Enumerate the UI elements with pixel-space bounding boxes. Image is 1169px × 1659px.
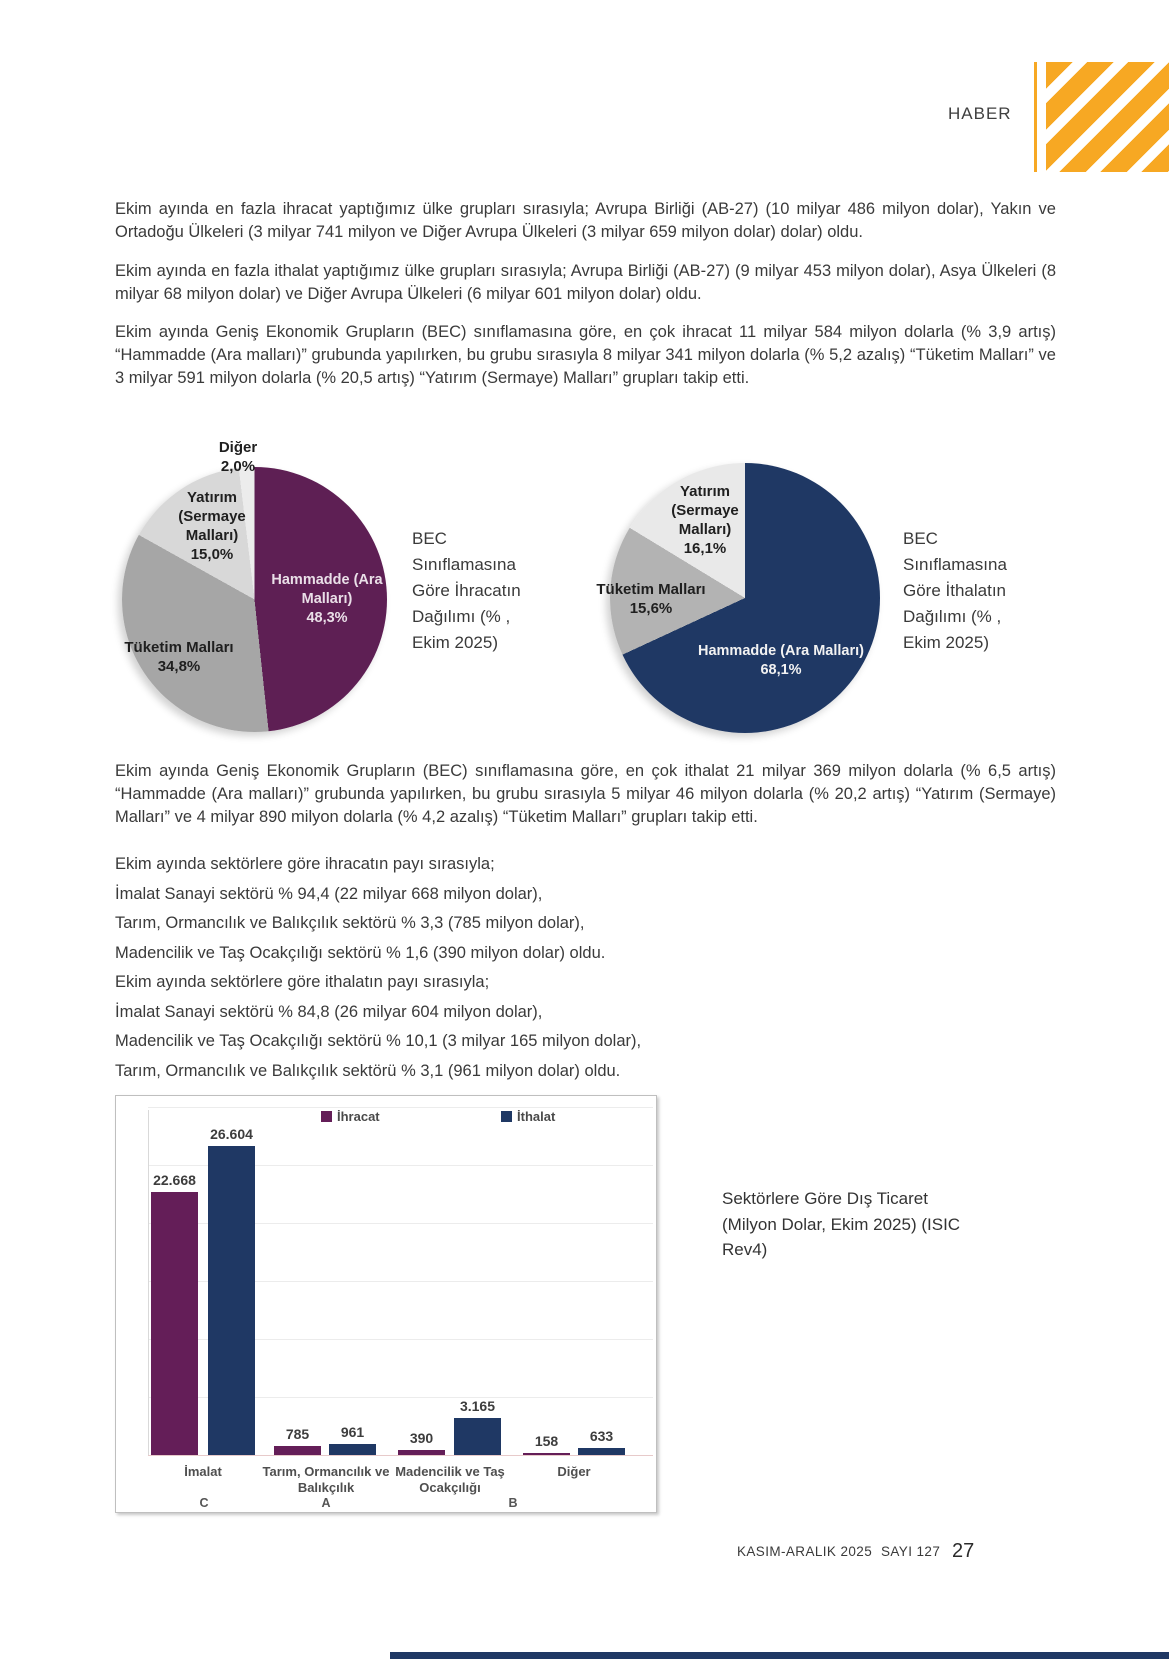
legend-item-ihracat: İhracat: [321, 1109, 380, 1124]
isic-code-a: A: [321, 1496, 331, 1510]
sector-line: Ekim ayında sektörlere göre ithalatın pa…: [115, 973, 490, 991]
pie-chart-imports-circle: [610, 463, 880, 733]
sector-line: Madencilik ve Taş Ocakçılığı sektörü % 1…: [115, 943, 606, 962]
legend-item-ithalat: İthalat: [501, 1109, 555, 1124]
slice-label: Yatırım (Sermaye Malları): [178, 489, 246, 544]
bar-ihracat-madencilik: [398, 1450, 445, 1455]
pie-imports-label-hammadde: Hammadde (Ara Malları) 68,1%: [693, 642, 869, 680]
bar-ihracat-imalat: [151, 1192, 198, 1455]
pie-imports-label-tuketim: Tüketim Malları 15,6%: [595, 580, 707, 618]
paragraph-export-countries: Ekim ayında en fazla ihracat yaptığımız …: [115, 200, 1056, 241]
legend-label: İthalat: [517, 1109, 556, 1124]
bar-value-label: 3.165: [459, 1398, 496, 1415]
slice-pct: 16,1%: [683, 540, 727, 557]
bar-value-label: 26.604: [210, 1126, 253, 1143]
brand-stripes-logo-icon: [1046, 62, 1169, 172]
bar-ithalat-tarim: [329, 1443, 376, 1455]
slice-label: Tüketim Malları: [596, 581, 706, 598]
isic-code-b: B: [508, 1496, 518, 1510]
bar-ithalat-madencilik: [454, 1418, 501, 1455]
bar-value-label: 961: [340, 1423, 365, 1440]
slice-pct: 68,1%: [760, 662, 802, 678]
sector-line: Tarım, Ormancılık ve Balıkçılık sektörü …: [115, 1061, 621, 1080]
category-label-tarim: Tarım, Ormancılık ve Balıkçılık: [262, 1464, 390, 1495]
footer-issue-period: KASIM-ARALIK 2025: [737, 1544, 873, 1559]
legend-swatch-ihracat-icon: [321, 1111, 332, 1122]
sector-line: İmalat Sanayi sektörü % 84,8 (26 milyar …: [115, 1002, 543, 1021]
bar-ihracat-diger: [523, 1452, 570, 1455]
slice-label: Hammadde (Ara Malları): [698, 643, 864, 659]
paragraph-bec-exports: Ekim ayında Geniş Ekonomik Grupların (BE…: [115, 323, 1056, 387]
gridline: [148, 1165, 653, 1166]
gridline: [148, 1397, 653, 1398]
paragraph-bec-imports: Ekim ayında Geniş Ekonomik Grupların (BE…: [115, 762, 1056, 826]
slice-pct: 15,6%: [629, 600, 673, 617]
category-label-imalat: İmalat: [184, 1464, 222, 1479]
bar-value-label: 633: [589, 1427, 614, 1444]
pie-chart-exports: Diğer 2,0% Yatırım (Sermaye Malları) 15,…: [120, 428, 540, 748]
pie-exports-label-tuketim: Tüketim Malları 34,8%: [120, 638, 238, 676]
pie-chart-exports-circle: [122, 467, 387, 732]
slice-pct: 2,0%: [220, 458, 256, 475]
slice-label: Hammadde (Ara Malları): [271, 572, 383, 607]
category-label-madencilik: Madencilik ve Taş Ocakçılığı: [395, 1464, 505, 1495]
bottom-accent-bar: [390, 1652, 1169, 1659]
bar-chart-sectors: İhracat İthalat 22.668 26.604 785 961 39…: [115, 1095, 657, 1513]
footer-page-number: 27: [952, 1540, 975, 1562]
slice-pct: 15,0%: [190, 546, 234, 563]
slice-label: Yatırım (Sermaye Malları): [671, 483, 739, 538]
gridline: [148, 1339, 653, 1340]
bar-chart-caption: Sektörlere Göre Dış Ticaret (Milyon Dola…: [722, 1189, 961, 1259]
bar-value-label: 390: [409, 1430, 434, 1447]
pie-chart-imports: Yatırım (Sermaye Malları) 16,1% Tüketim …: [575, 428, 995, 748]
footer-issue-number: SAYI 127: [881, 1544, 941, 1559]
isic-code-c: C: [199, 1496, 209, 1510]
bar-ithalat-diger: [578, 1447, 625, 1455]
sector-line: Tarım, Ormancılık ve Balıkçılık sektörü …: [115, 914, 585, 932]
pie-exports-caption: BEC Sınıflamasına Göre İhracatın Dağılım…: [412, 529, 521, 652]
pie-exports-label-hammadde: Hammadde (Ara Malları) 48,3%: [270, 571, 384, 628]
section-header-label: HABER: [948, 104, 1012, 123]
bar-ithalat-imalat: [208, 1146, 255, 1455]
sector-share-text-block: Ekim ayında sektörlere göre ihracatın pa…: [115, 850, 1056, 1086]
x-axis-line: [148, 1455, 653, 1456]
bar-value-label: 158: [534, 1432, 559, 1449]
sector-line: İmalat Sanayi sektörü % 94,4 (22 milyar …: [115, 884, 543, 903]
pie-imports-caption: BEC Sınıflamasına Göre İthalatın Dağılım…: [903, 529, 1007, 652]
pie-exports-label-diger: Diğer 2,0%: [196, 438, 280, 476]
pie-exports-label-yatirim: Yatırım (Sermaye Malları) 15,0%: [152, 488, 272, 564]
category-label-diger: Diğer: [557, 1464, 591, 1479]
slice-pct: 48,3%: [306, 610, 348, 626]
paragraph-import-countries: Ekim ayında en fazla ithalat yaptığımız …: [115, 262, 1056, 303]
bar-value-label: 22.668: [153, 1172, 196, 1189]
y-axis-line: [148, 1110, 149, 1456]
bar-ihracat-tarim: [274, 1445, 321, 1455]
slice-label: Tüketim Malları: [124, 639, 234, 656]
legend-swatch-ithalat-icon: [501, 1111, 512, 1122]
sector-line: Madencilik ve Taş Ocakçılığı sektörü % 1…: [115, 1032, 642, 1050]
sector-line: Ekim ayında sektörlere göre ihracatın pa…: [115, 855, 495, 873]
slice-label: Diğer: [218, 439, 258, 456]
gridline: [148, 1223, 653, 1224]
brand-divider-line: [1034, 62, 1037, 172]
slice-pct: 34,8%: [157, 658, 201, 675]
gridline: [148, 1107, 653, 1108]
pie-imports-label-yatirim: Yatırım (Sermaye Malları) 16,1%: [659, 482, 751, 558]
bar-value-label: 785: [285, 1425, 310, 1442]
legend-label: İhracat: [337, 1109, 380, 1124]
gridline: [148, 1281, 653, 1282]
